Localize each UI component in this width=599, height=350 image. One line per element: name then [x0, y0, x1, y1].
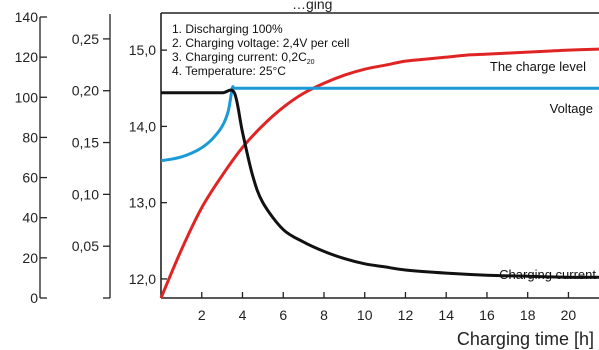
chart-title: …ging	[292, 0, 332, 12]
series-layer	[159, 47, 599, 299]
x-axis-tick-label: 8	[320, 307, 328, 323]
charge-axis-tick-label: 20	[22, 250, 38, 266]
charge-axis-tick-label: 80	[22, 129, 38, 145]
charge-level-label: The charge level	[490, 59, 586, 74]
x-axis-tick-label: 18	[520, 307, 536, 323]
voltage-label: Voltage	[550, 101, 593, 116]
x-axis-tick-label: 6	[279, 307, 287, 323]
charge-axis-tick-label: 0	[30, 290, 38, 306]
condition-note: 1. Discharging 100%	[172, 22, 283, 36]
condition-note: 2. Charging voltage: 2,4V per cell	[172, 36, 349, 50]
voltage-axis-tick-label: 14,0	[129, 118, 156, 134]
x-axis-title: Charging time [h]	[457, 329, 594, 349]
x-axis-tick-label: 2	[198, 307, 206, 323]
charge-axis-tick-label: 140	[15, 9, 39, 25]
x-axis-tick-label: 4	[239, 307, 247, 323]
current-axis-tick-label: 0,25	[72, 31, 99, 47]
charging-current-label: Charging current	[499, 267, 596, 282]
voltage-axis-tick-label: 12,0	[129, 271, 156, 287]
voltage-axis-tick-label: 15,0	[129, 42, 156, 58]
axes-layer: 0 20 40 60 80 100 120 140 0,05 0,10 0,15 0,20 0,25 12…	[15, 9, 599, 323]
subscript: 20	[307, 59, 315, 66]
current-axis-tick-label: 0,15	[72, 135, 99, 151]
current-axis-tick-label: 0,05	[72, 238, 99, 254]
x-axis-tick-label: 10	[357, 307, 373, 323]
charge-level-line	[159, 47, 599, 299]
charging-current-line	[161, 88, 599, 279]
x-axis-tick-label: 12	[398, 307, 414, 323]
x-axis-tick-label: 20	[561, 307, 577, 323]
charge-axis-tick-label: 100	[15, 89, 39, 105]
voltage-axis-tick-label: 13,0	[129, 195, 156, 211]
current-axis-tick-label: 0,20	[72, 83, 99, 99]
condition-note: 4. Temperature: 25°C	[172, 64, 286, 78]
condition-note: 3. Charging current: 0,2C20	[172, 50, 315, 66]
voltage-line	[160, 85, 599, 163]
current-axis-tick-label: 0,10	[72, 186, 99, 202]
charge-axis-tick-label: 40	[22, 210, 38, 226]
charge-axis-tick-label: 60	[22, 170, 38, 186]
labels-layer: …ging Charging time [h] The charge level Vo…	[172, 0, 596, 349]
x-axis-tick-label: 16	[479, 307, 495, 323]
x-axis-tick-label: 14	[438, 307, 454, 323]
charge-axis-tick-label: 120	[15, 49, 39, 65]
